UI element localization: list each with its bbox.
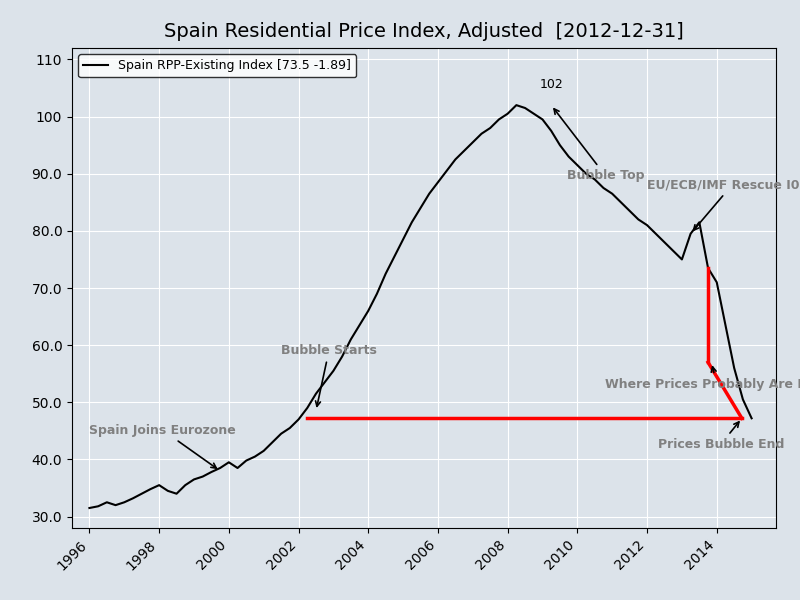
Text: Bubble Starts: Bubble Starts — [281, 344, 377, 406]
Line: Spain RPP-Existing Index [73.5 -1.89]: Spain RPP-Existing Index [73.5 -1.89] — [90, 105, 752, 508]
Title: Spain Residential Price Index, Adjusted  [2012-12-31]: Spain Residential Price Index, Adjusted … — [164, 22, 684, 41]
Spain RPP-Existing Index [73.5 -1.89] — [302, 404, 312, 412]
Text: Prices Bubble End: Prices Bubble End — [658, 422, 784, 451]
Spain RPP-Existing Index [73.5 -1.89] — [215, 464, 225, 472]
Spain RPP-Existing Index [73.5 -1.89] — [354, 322, 364, 329]
Text: 102: 102 — [539, 78, 563, 91]
Text: Where Prices Probably Are Now: Where Prices Probably Are Now — [606, 367, 800, 391]
Text: Bubble Top: Bubble Top — [554, 109, 644, 182]
Spain RPP-Existing Index [73.5 -1.89] — [450, 156, 460, 163]
Spain RPP-Existing Index [73.5 -1.89] — [511, 101, 521, 109]
Legend: Spain RPP-Existing Index [73.5 -1.89]: Spain RPP-Existing Index [73.5 -1.89] — [78, 54, 356, 77]
Text: EU/ECB/IMF Rescue I00B: EU/ECB/IMF Rescue I00B — [647, 178, 800, 230]
Spain RPP-Existing Index [73.5 -1.89] — [311, 390, 321, 397]
Spain RPP-Existing Index [73.5 -1.89] — [85, 505, 94, 512]
Text: Spain Joins Eurozone: Spain Joins Eurozone — [90, 424, 236, 468]
Spain RPP-Existing Index [73.5 -1.89] — [372, 290, 382, 298]
Spain RPP-Existing Index [73.5 -1.89] — [747, 415, 757, 422]
